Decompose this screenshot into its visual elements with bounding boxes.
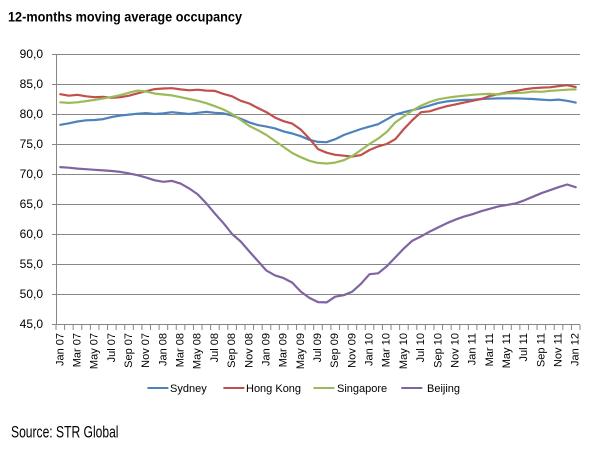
svg-text:Jul 07: Jul 07 [106, 333, 118, 362]
svg-text:Sep 10: Sep 10 [432, 333, 444, 368]
svg-text:70,0: 70,0 [20, 167, 44, 181]
svg-text:Beijing: Beijing [427, 383, 460, 395]
svg-text:Singapore: Singapore [337, 383, 387, 395]
svg-text:Jul 10: Jul 10 [415, 333, 427, 362]
svg-text:Sep 11: Sep 11 [535, 333, 547, 367]
svg-text:Sep 08: Sep 08 [226, 333, 238, 368]
svg-text:Source: STR Global: Source: STR Global [11, 424, 118, 442]
svg-text:Jan 12: Jan 12 [570, 333, 582, 366]
svg-text:May 11: May 11 [501, 333, 513, 368]
svg-text:60,0: 60,0 [20, 227, 44, 241]
svg-text:Jan 07: Jan 07 [54, 333, 66, 366]
svg-text:Hong Kong: Hong Kong [246, 383, 301, 395]
svg-text:May 10: May 10 [398, 333, 410, 369]
svg-text:80,0: 80,0 [20, 107, 44, 121]
svg-text:Jul 11: Jul 11 [518, 333, 530, 362]
svg-text:Nov 10: Nov 10 [449, 333, 461, 368]
svg-text:Jul 09: Jul 09 [312, 333, 324, 362]
svg-text:Nov 09: Nov 09 [346, 333, 358, 368]
svg-text:Nov 07: Nov 07 [140, 333, 152, 368]
svg-text:May 09: May 09 [295, 333, 307, 369]
svg-text:65,0: 65,0 [20, 197, 44, 211]
svg-text:May 08: May 08 [192, 333, 204, 369]
svg-text:Jan 09: Jan 09 [260, 333, 272, 366]
svg-text:75,0: 75,0 [20, 137, 44, 151]
svg-text:Jan 11: Jan 11 [467, 333, 479, 365]
svg-text:Nov 08: Nov 08 [243, 333, 255, 368]
svg-text:Sep 07: Sep 07 [123, 333, 135, 368]
svg-text:Mar 09: Mar 09 [278, 333, 290, 367]
svg-text:Jan 08: Jan 08 [157, 333, 169, 366]
svg-text:Jan 10: Jan 10 [364, 333, 376, 366]
svg-text:Sydney: Sydney [170, 383, 207, 395]
svg-text:Nov 11: Nov 11 [553, 333, 565, 367]
svg-text:Mar 07: Mar 07 [71, 333, 83, 367]
svg-text:85,0: 85,0 [20, 77, 44, 91]
svg-text:45,0: 45,0 [20, 317, 44, 331]
svg-text:Sep 09: Sep 09 [329, 333, 341, 368]
svg-text:50,0: 50,0 [20, 287, 44, 301]
svg-text:Jul 08: Jul 08 [209, 333, 221, 362]
svg-text:Mar 10: Mar 10 [381, 333, 393, 367]
svg-text:55,0: 55,0 [20, 257, 44, 271]
svg-text:Mar 11: Mar 11 [484, 333, 496, 366]
svg-text:90,0: 90,0 [20, 47, 44, 61]
svg-text:Mar 08: Mar 08 [175, 333, 187, 367]
svg-text:May 07: May 07 [89, 333, 101, 369]
svg-text:12-months moving average occup: 12-months moving average occupancy [8, 9, 242, 25]
